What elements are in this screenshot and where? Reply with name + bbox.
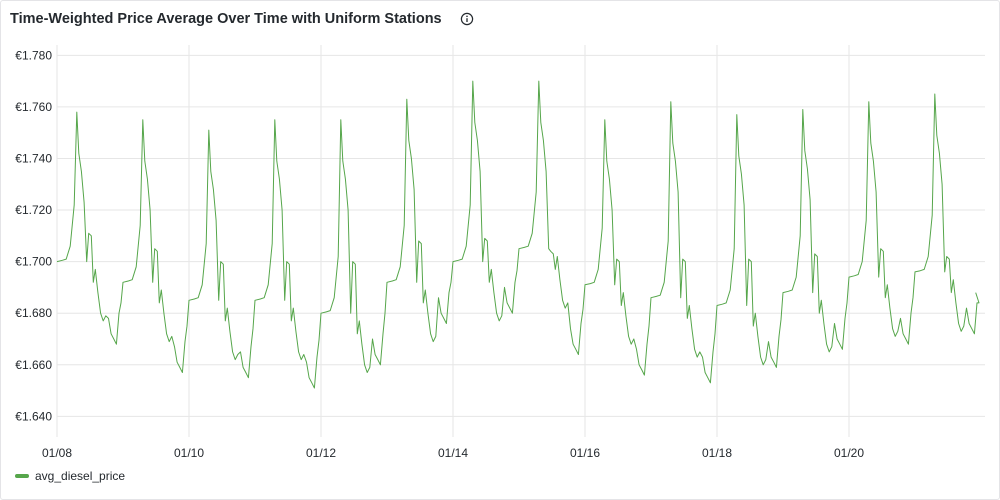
y-tick-label: €1.740	[15, 151, 52, 165]
series-line-avg-diesel-price[interactable]	[56, 80, 980, 389]
panel-title: Time-Weighted Price Average Over Time wi…	[10, 11, 442, 27]
y-tick-label: €1.700	[15, 255, 52, 269]
y-axis-labels: €1.640 €1.660 €1.680 €1.700 €1.720 €1.740 €1.7…	[15, 48, 52, 423]
legend-label: avg_diesel_price	[35, 469, 126, 483]
x-tick-label: 01/12	[306, 446, 336, 460]
grid	[56, 45, 985, 437]
legend[interactable]: avg_diesel_price	[15, 469, 125, 483]
legend-swatch	[15, 474, 29, 478]
x-axis-labels: 01/08 01/10 01/12 01/14 01/16 01/18 01/20	[42, 446, 864, 460]
panel-header: Time-Weighted Price Average Over Time wi…	[10, 9, 474, 29]
y-tick-label: €1.640	[15, 409, 52, 423]
x-tick-label: 01/10	[174, 446, 204, 460]
y-tick-label: €1.780	[15, 48, 52, 62]
y-tick-label: €1.660	[15, 358, 52, 372]
y-tick-label: €1.760	[15, 100, 52, 114]
info-circle-icon[interactable]	[460, 12, 474, 26]
x-tick-label: 01/18	[702, 446, 732, 460]
x-tick-label: 01/08	[42, 446, 72, 460]
y-tick-label: €1.680	[15, 306, 52, 320]
x-tick-label: 01/14	[438, 446, 468, 460]
y-tick-label: €1.720	[15, 203, 52, 217]
series-layer	[56, 80, 980, 389]
x-tick-label: 01/20	[834, 446, 864, 460]
x-tick-label: 01/16	[570, 446, 600, 460]
